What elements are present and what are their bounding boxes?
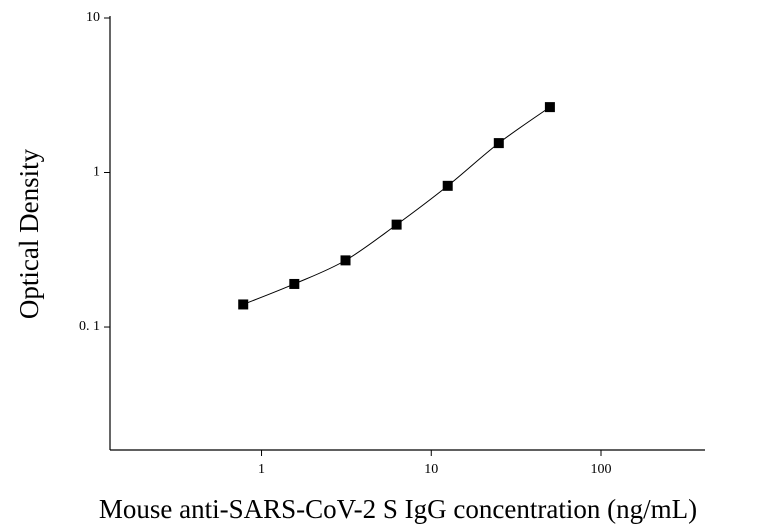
- y-tick-label: 10: [86, 10, 100, 25]
- data-point: [238, 299, 249, 310]
- data-point: [391, 219, 402, 230]
- data-point: [544, 102, 555, 113]
- fit-curve: [243, 106, 551, 305]
- x-axis-title: Mouse anti-SARS-CoV-2 S IgG concentratio…: [99, 494, 697, 524]
- data-point: [340, 255, 351, 266]
- x-tick-label: 10: [424, 462, 438, 477]
- y-tick-label: 1: [93, 165, 100, 180]
- data-point: [493, 138, 504, 149]
- x-tick-label: 1: [258, 462, 265, 477]
- data-point: [442, 180, 453, 191]
- x-tick-label: 100: [590, 462, 611, 477]
- y-axis-title: Optical Density: [14, 148, 44, 319]
- y-tick-label: 0. 1: [79, 319, 100, 334]
- data-point: [289, 278, 300, 289]
